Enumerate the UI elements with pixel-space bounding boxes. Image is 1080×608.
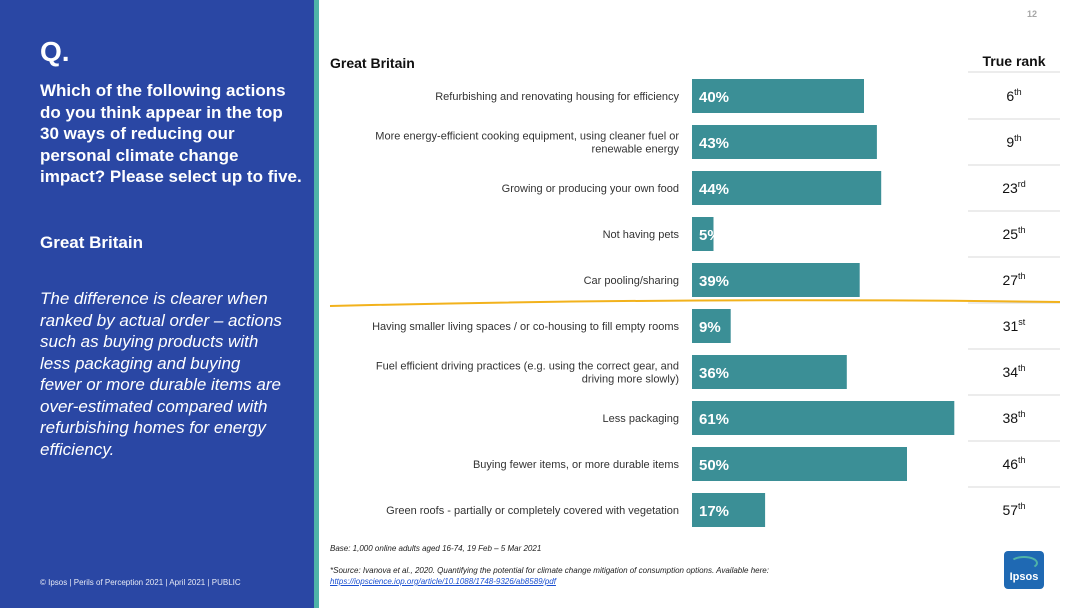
- value-label: 17%: [699, 503, 729, 520]
- bar: [692, 309, 731, 343]
- bar: [692, 125, 877, 159]
- true-rank-label: 25th: [1002, 225, 1025, 242]
- category-label: Not having pets: [603, 229, 680, 241]
- value-label: 5%: [699, 227, 721, 244]
- true-rank-label: 23rd: [1002, 179, 1026, 196]
- chart-title: Great Britain: [330, 55, 415, 71]
- value-label: 39%: [699, 273, 729, 290]
- true-rank-label: 27th: [1002, 271, 1025, 288]
- value-label: 50%: [699, 457, 729, 474]
- value-label: 36%: [699, 365, 729, 382]
- source-note: *Source: Ivanova et al., 2020. Quantifyi…: [330, 566, 769, 575]
- true-rank-label: 57th: [1002, 501, 1025, 518]
- bar: [692, 263, 860, 297]
- source-link[interactable]: https://iopscience.iop.org/article/10.10…: [330, 577, 556, 586]
- true-rank-label: 6th: [1006, 87, 1021, 104]
- bar: [692, 493, 766, 527]
- bar: [692, 79, 864, 113]
- bar: [692, 447, 907, 481]
- true-rank-label: 9th: [1006, 133, 1021, 150]
- top30-cutoff-line: [329, 299, 1061, 307]
- base-note: Base: 1,000 online adults aged 16-74, 19…: [330, 544, 542, 553]
- category-label: Having smaller living spaces / or co-hou…: [372, 321, 679, 333]
- value-label: 9%: [699, 319, 721, 336]
- category-label: Less packaging: [603, 413, 679, 425]
- logo-swoosh-icon: [1010, 556, 1038, 570]
- category-label: Car pooling/sharing: [584, 275, 679, 287]
- question-marker: Q.: [40, 36, 70, 67]
- category-label: Fuel efficient driving practices (e.g. u…: [376, 361, 679, 386]
- true-rank-label: 46th: [1002, 455, 1025, 472]
- sidebar-accent-stripe: [314, 0, 319, 608]
- category-label: Growing or producing your own food: [502, 183, 679, 195]
- bar: [692, 217, 714, 251]
- category-label: Green roofs - partially or completely co…: [386, 505, 679, 517]
- true-rank-label: 31st: [1003, 317, 1026, 334]
- value-label: 40%: [699, 89, 729, 106]
- category-label: Refurbishing and renovating housing for …: [435, 91, 679, 103]
- footer-copyright: © Ipsos | Perils of Perception 2021 | Ap…: [40, 578, 241, 587]
- bar: [692, 355, 847, 389]
- commentary-text: The difference is clearer when ranked by…: [40, 289, 282, 459]
- true-rank-label: 38th: [1002, 409, 1025, 426]
- question-text: Which of the following actions do you th…: [40, 81, 302, 186]
- value-label: 61%: [699, 411, 729, 428]
- region-label: Great Britain: [40, 233, 143, 252]
- category-label: More energy-efficient cooking equipment,…: [375, 131, 679, 156]
- page-number: 12: [1026, 9, 1037, 19]
- category-label: Buying fewer items, or more durable item…: [473, 459, 680, 471]
- ipsos-logo: Ipsos: [1004, 551, 1044, 589]
- true-rank-label: 34th: [1002, 363, 1025, 380]
- logo-text: Ipsos: [1009, 571, 1039, 583]
- bar: [692, 401, 955, 435]
- true-rank-header: True rank: [982, 53, 1046, 69]
- bar: [692, 171, 882, 205]
- value-label: 43%: [699, 135, 729, 152]
- sidebar-panel: Q. Which of the following actions do you…: [0, 0, 314, 608]
- value-label: 44%: [699, 181, 729, 198]
